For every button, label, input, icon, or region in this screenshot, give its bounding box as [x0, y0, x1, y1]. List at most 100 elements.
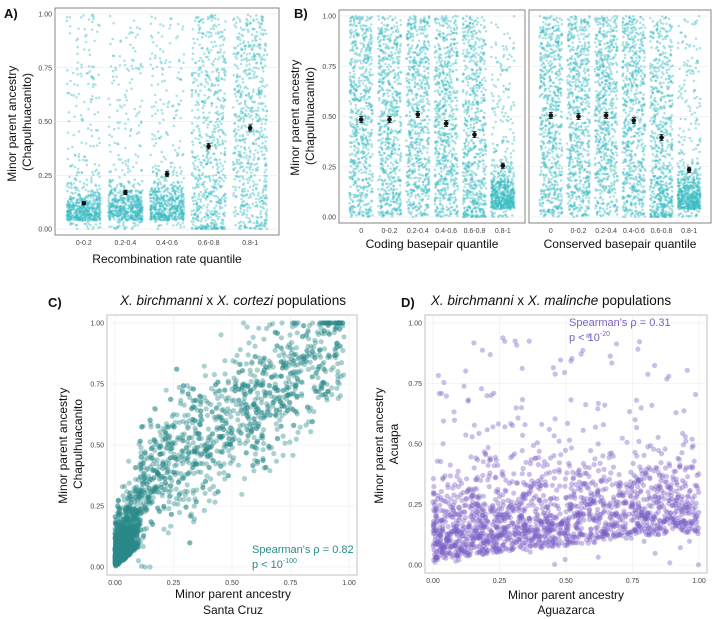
data-point	[388, 113, 392, 116]
data-point	[80, 206, 84, 210]
data-point	[356, 53, 359, 56]
data-point	[67, 200, 70, 204]
data-point	[154, 203, 158, 206]
data-point	[357, 169, 361, 173]
data-point	[360, 47, 364, 51]
data-point	[205, 213, 208, 216]
data-point	[213, 227, 217, 231]
y-tick-label: 1.00	[38, 12, 52, 19]
data-point	[161, 205, 165, 208]
data-point	[128, 81, 132, 85]
data-point	[349, 79, 353, 83]
data-point	[157, 177, 160, 181]
data-point	[203, 159, 206, 162]
data-point	[369, 55, 373, 59]
data-point	[87, 202, 91, 206]
data-point	[383, 110, 386, 113]
data-point	[91, 13, 95, 16]
data-point	[381, 77, 385, 80]
data-point	[154, 100, 158, 104]
data-point	[80, 66, 83, 69]
data-point	[379, 210, 383, 214]
data-point	[196, 197, 200, 201]
data-point	[150, 114, 154, 117]
data-point	[389, 187, 393, 191]
data-point	[367, 131, 370, 134]
data-point	[245, 216, 248, 219]
data-point	[137, 110, 141, 114]
data-point	[377, 27, 380, 30]
data-point	[80, 197, 83, 201]
data-point	[378, 174, 382, 178]
x-tick-label: 0-0.2	[76, 240, 92, 247]
data-point	[84, 207, 87, 210]
data-point	[361, 142, 364, 145]
data-point	[78, 158, 81, 162]
data-point	[177, 60, 181, 63]
data-point	[387, 195, 390, 199]
data-point	[108, 133, 111, 137]
data-point	[81, 198, 84, 201]
data-point	[98, 218, 101, 221]
data-point	[154, 190, 157, 194]
data-point	[212, 212, 216, 216]
data-point	[87, 206, 90, 209]
data-point	[235, 171, 238, 175]
data-point	[70, 214, 74, 217]
data-point	[163, 79, 166, 83]
data-point	[371, 73, 374, 76]
data-point	[141, 218, 144, 221]
data-point	[353, 87, 356, 91]
data-point	[69, 195, 73, 199]
data-point	[236, 16, 239, 19]
x-tick-label: 0.4-0.6	[156, 240, 178, 247]
data-point	[393, 51, 397, 55]
data-point	[405, 77, 408, 80]
data-point	[237, 89, 241, 93]
data-point	[255, 203, 259, 207]
data-point	[399, 154, 402, 157]
data-point	[75, 186, 79, 190]
data-point	[82, 212, 86, 215]
data-point	[94, 217, 98, 220]
data-point	[384, 35, 387, 38]
data-point	[252, 221, 256, 225]
data-point	[383, 23, 386, 27]
data-point	[79, 197, 82, 200]
data-point	[250, 33, 254, 37]
data-point	[155, 65, 159, 68]
data-point	[358, 210, 361, 213]
data-point	[390, 149, 394, 153]
data-point	[213, 143, 217, 147]
data-point	[212, 60, 215, 63]
data-point	[108, 143, 111, 147]
data-point	[161, 112, 164, 115]
data-point	[192, 80, 196, 84]
data-point	[243, 151, 246, 155]
data-point	[350, 152, 354, 155]
data-point	[176, 22, 180, 26]
data-point	[81, 219, 85, 222]
data-point	[98, 192, 101, 195]
data-point	[159, 190, 162, 193]
data-point	[181, 203, 185, 207]
data-point	[72, 196, 75, 199]
data-point	[110, 179, 114, 183]
data-point	[368, 46, 371, 50]
data-point	[222, 38, 226, 42]
data-point	[252, 153, 256, 156]
data-point	[399, 179, 402, 183]
data-point	[171, 170, 175, 174]
data-point	[69, 209, 72, 213]
data-point	[77, 155, 81, 159]
data-point	[65, 19, 69, 23]
data-point	[367, 102, 371, 105]
data-point	[260, 90, 263, 93]
data-point	[408, 110, 411, 114]
data-point	[252, 133, 256, 136]
data-point	[201, 154, 205, 158]
data-point	[87, 190, 90, 193]
data-point	[364, 137, 368, 140]
data-point	[260, 216, 263, 219]
data-point	[190, 131, 193, 135]
